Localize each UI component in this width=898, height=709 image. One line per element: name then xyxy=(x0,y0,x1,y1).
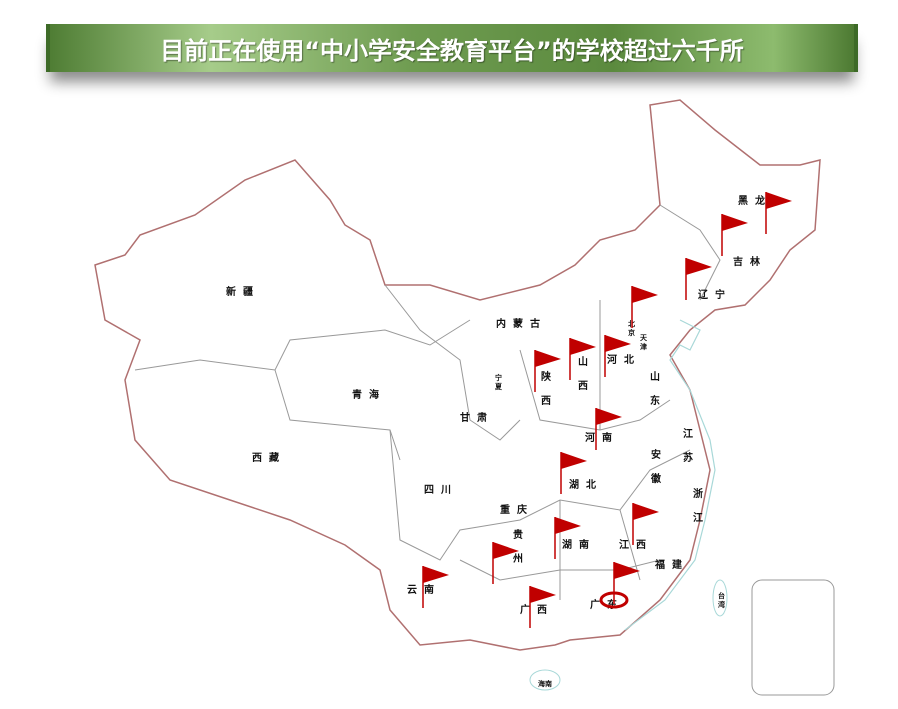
province-label: 四川 xyxy=(424,484,458,496)
flag-icon xyxy=(596,408,622,425)
province-label: 湖北 xyxy=(569,478,603,491)
flag-marker xyxy=(765,192,792,234)
province-label: 江西 xyxy=(619,538,653,551)
flag-marker xyxy=(595,408,622,450)
flag-marker xyxy=(721,214,748,256)
flag-icon xyxy=(722,214,748,231)
province-label: 甘肃 xyxy=(460,411,494,424)
province-label: 山西 xyxy=(578,355,588,392)
title-banner: 目前正在使用“中小学安全教育平台”的学校超过六千所 xyxy=(46,24,858,72)
flag-icon xyxy=(535,350,561,367)
province-label: 福建 xyxy=(654,558,689,571)
province-label: 安徽 xyxy=(650,448,662,485)
province-label: 海南 xyxy=(538,679,552,688)
flag-icon xyxy=(570,338,596,355)
province-label: 台湾 xyxy=(718,591,725,609)
taiwan-outline xyxy=(712,579,728,617)
flag-icon xyxy=(632,286,658,303)
flag-marker xyxy=(422,566,449,608)
flag-icon xyxy=(766,192,792,209)
flag-icon xyxy=(686,258,712,275)
province-label: 广西 xyxy=(520,603,554,616)
hainan-outline xyxy=(529,669,561,691)
flag-marker xyxy=(534,350,561,392)
page-title: 目前正在使用“中小学安全教育平台”的学校超过六千所 xyxy=(160,36,744,65)
province-label: 云南 xyxy=(407,583,441,596)
province-label: 新疆 xyxy=(226,285,260,298)
flag-icon xyxy=(423,566,449,583)
province-label: 天津 xyxy=(640,334,648,351)
province-label: 浙江 xyxy=(693,487,703,524)
china-outline xyxy=(94,99,821,651)
province-label: 贵州 xyxy=(512,528,523,565)
flag-marker xyxy=(632,503,659,545)
province-label: 内蒙古 xyxy=(496,317,547,330)
flag-marker xyxy=(599,562,640,609)
province-label: 黑龙 xyxy=(738,194,772,207)
flag-icon xyxy=(555,517,581,534)
flag-marker xyxy=(529,586,556,628)
flag-marker xyxy=(560,452,587,494)
province-borders xyxy=(134,204,721,600)
flag-marker xyxy=(604,335,631,377)
flag-icon xyxy=(493,542,519,559)
province-label: 山东 xyxy=(650,370,660,407)
flag-marker xyxy=(554,517,581,559)
province-label: 河南 xyxy=(585,431,619,444)
province-label: 湖南 xyxy=(562,538,596,551)
flag-icon xyxy=(561,452,587,469)
flag-marker xyxy=(631,286,658,328)
province-label: 江苏 xyxy=(683,427,693,464)
flag-icon xyxy=(530,586,556,603)
province-label: 青海 xyxy=(352,388,386,401)
province-label: 陕西 xyxy=(541,370,551,407)
flag-marker xyxy=(492,542,519,584)
flag-icon xyxy=(605,335,631,352)
province-label: 吉林 xyxy=(733,255,767,268)
coastline xyxy=(624,319,716,631)
flag-marker xyxy=(685,258,712,300)
flag-marker xyxy=(569,338,596,380)
flag-icon xyxy=(633,503,659,520)
flag-icon xyxy=(614,562,640,579)
province-label: 西藏 xyxy=(252,451,286,464)
province-label: 重庆 xyxy=(500,503,534,516)
province-label: 河北 xyxy=(607,353,641,366)
province-label: 宁夏 xyxy=(494,373,503,391)
south-china-sea-inset xyxy=(751,579,835,696)
province-label: 辽宁 xyxy=(698,288,732,301)
